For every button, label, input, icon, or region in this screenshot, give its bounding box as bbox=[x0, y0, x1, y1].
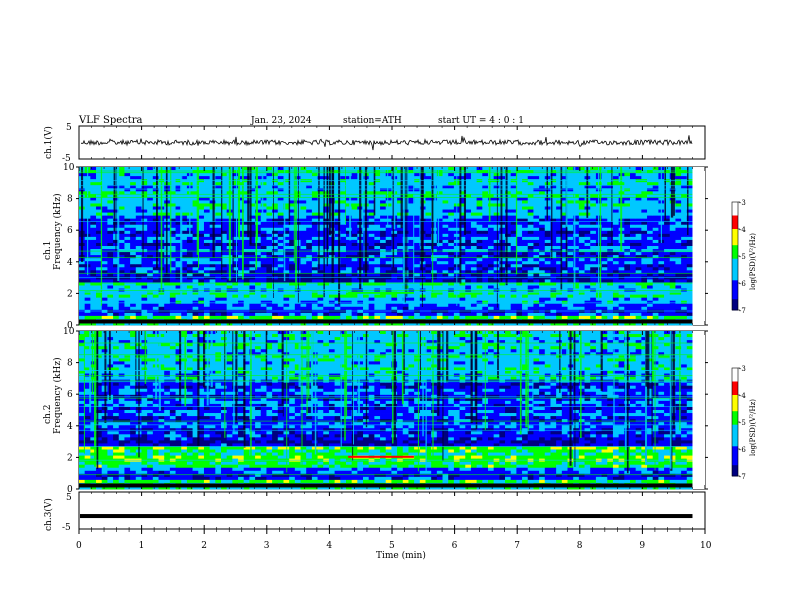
spec2-ytick: 4 bbox=[67, 422, 73, 432]
ch2-spectrogram-panel: 0 2 4 6 8 10 ch.2 Frequency (kHz) -3 -4 -5 -6 -7 l… bbox=[43, 327, 757, 495]
x-tick-label: 1 bbox=[139, 541, 145, 551]
spec1-ytick: 0 bbox=[67, 321, 73, 331]
ch2-spectrogram-image bbox=[79, 331, 705, 490]
ch1-ytick-bottom: -5 bbox=[62, 154, 71, 164]
x-tick-label: 3 bbox=[264, 541, 270, 551]
spec1-ytick: 8 bbox=[67, 195, 73, 205]
cb1-label: log(PSD)(V²/Hz) bbox=[749, 233, 757, 290]
x-tick-label: 8 bbox=[577, 541, 583, 551]
ch1-panel: 5 -5 ch.1(V) bbox=[43, 123, 706, 164]
ch1-ytick-top: 5 bbox=[66, 123, 72, 133]
ch1-spec-ylabel: Frequency (kHz) bbox=[52, 193, 63, 270]
ch3-waveform-trace bbox=[80, 514, 693, 519]
x-tick-label: 2 bbox=[201, 541, 207, 551]
cb1-tick: -4 bbox=[739, 226, 746, 234]
spec2-ytick: 0 bbox=[67, 485, 73, 495]
x-tick-label: 6 bbox=[452, 541, 458, 551]
cb2-tick: -5 bbox=[739, 419, 746, 427]
spec2-ytick: 10 bbox=[63, 327, 75, 337]
cb2-tick: -6 bbox=[739, 446, 746, 454]
x-tick-label: 0 bbox=[76, 541, 82, 551]
station-label: station=ATH bbox=[343, 116, 402, 126]
spec1-ytick: 4 bbox=[67, 258, 73, 268]
ch1-waveform-trace bbox=[80, 135, 693, 151]
start-time-label: start UT = 4 : 0 : 1 bbox=[438, 116, 524, 126]
ch2-spec-ylabel-top: ch.2 bbox=[43, 405, 53, 424]
figure-title: VLF Spectra bbox=[78, 115, 143, 126]
cb1-tick: -7 bbox=[739, 307, 746, 315]
cb2-tick: -4 bbox=[739, 392, 746, 400]
cb2-tick: -7 bbox=[739, 473, 746, 481]
ch1-spectrogram-image bbox=[79, 167, 705, 326]
ch3-ytick-top: 5 bbox=[66, 493, 72, 503]
spec1-ytick: 6 bbox=[67, 226, 73, 236]
date-label: Jan. 23, 2024 bbox=[250, 116, 312, 126]
x-tick-label: 9 bbox=[639, 541, 645, 551]
cb1-tick: -6 bbox=[739, 280, 746, 288]
cb1-tick: -3 bbox=[739, 199, 746, 207]
cb2-label: log(PSD)(V²/Hz) bbox=[749, 399, 757, 456]
spec2-ytick: 6 bbox=[67, 390, 73, 400]
ch3-panel: 5 -5 ch.3(V) bbox=[43, 491, 706, 533]
x-tick-label: 10 bbox=[700, 541, 712, 551]
ch3-ytick-bottom: -5 bbox=[62, 523, 71, 533]
spec1-ytick: 10 bbox=[63, 163, 75, 173]
spec2-ytick: 2 bbox=[67, 453, 73, 463]
ch2-spec-ylabel: Frequency (kHz) bbox=[52, 357, 63, 434]
x-tick-label: 5 bbox=[389, 541, 395, 551]
ch1-ylabel: ch.1(V) bbox=[43, 126, 54, 159]
x-axis-label: Time (min) bbox=[376, 550, 426, 561]
ch1-spec-ylabel-top: ch.1 bbox=[43, 241, 53, 260]
x-tick-label: 4 bbox=[326, 541, 332, 551]
cb1-tick: -5 bbox=[739, 253, 746, 261]
spec1-ytick: 2 bbox=[67, 289, 73, 299]
ch3-frame bbox=[78, 491, 706, 530]
ch1-spectrogram-panel: 0 2 4 6 8 10 ch.1 Frequency (kHz) -3 -4 -5 -6 -7 l… bbox=[43, 163, 757, 331]
x-tick-label: 7 bbox=[514, 541, 520, 551]
time-axis: 0 1 2 3 4 5 6 7 8 9 10 bbox=[76, 126, 712, 551]
spec2-ytick: 8 bbox=[67, 359, 73, 369]
cb2-tick: -3 bbox=[739, 365, 746, 373]
ch3-ylabel: ch.3(V) bbox=[43, 498, 54, 531]
